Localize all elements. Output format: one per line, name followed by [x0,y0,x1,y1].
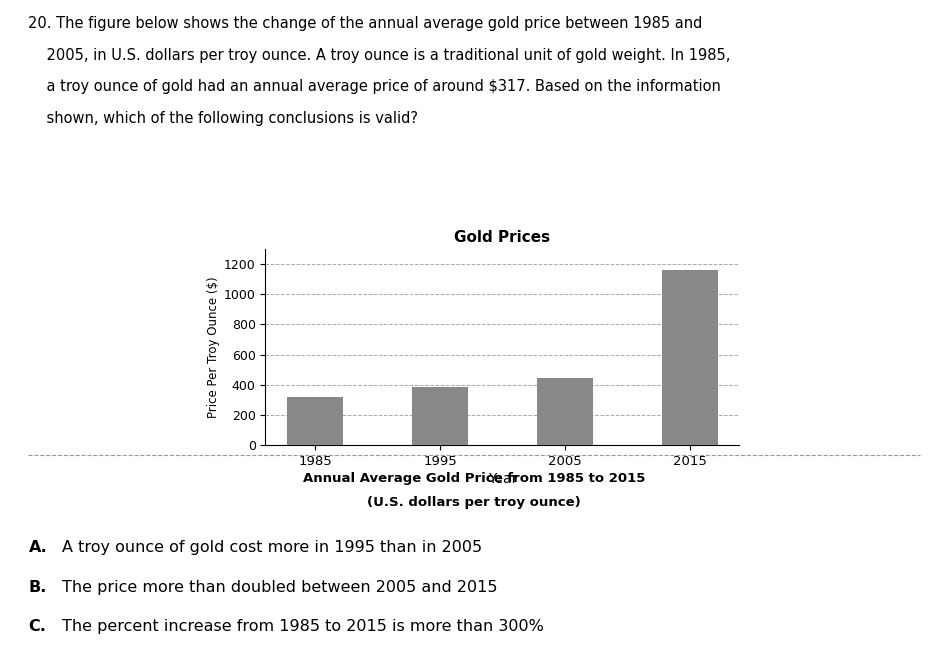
Title: Gold Prices: Gold Prices [454,230,551,245]
Text: 20. The figure below shows the change of the annual average gold price between 1: 20. The figure below shows the change of… [28,16,702,31]
Text: A.: A. [28,540,47,555]
Text: a troy ounce of gold had an annual average price of around $317. Based on the in: a troy ounce of gold had an annual avera… [28,79,721,94]
Bar [537,378,593,445]
Text: shown, which of the following conclusions is valid?: shown, which of the following conclusion… [28,111,418,126]
Bar [411,387,468,445]
Text: Annual Average Gold Price from 1985 to 2015: Annual Average Gold Price from 1985 to 2… [302,472,646,485]
Y-axis label: Price Per Troy Ounce ($): Price Per Troy Ounce ($) [207,276,220,418]
Text: The percent increase from 1985 to 2015 is more than 300%: The percent increase from 1985 to 2015 i… [62,619,543,634]
Bar [287,398,343,445]
Text: B.: B. [28,580,46,595]
Text: 2005, in U.S. dollars per troy ounce. A troy ounce is a traditional unit of gold: 2005, in U.S. dollars per troy ounce. A … [28,48,731,63]
Text: (U.S. dollars per troy ounce): (U.S. dollars per troy ounce) [367,496,581,510]
Text: A troy ounce of gold cost more in 1995 than in 2005: A troy ounce of gold cost more in 1995 t… [62,540,482,555]
Text: C.: C. [28,619,46,634]
Text: The price more than doubled between 2005 and 2015: The price more than doubled between 2005… [62,580,497,595]
Bar [662,270,718,445]
X-axis label: Year: Year [488,472,517,486]
